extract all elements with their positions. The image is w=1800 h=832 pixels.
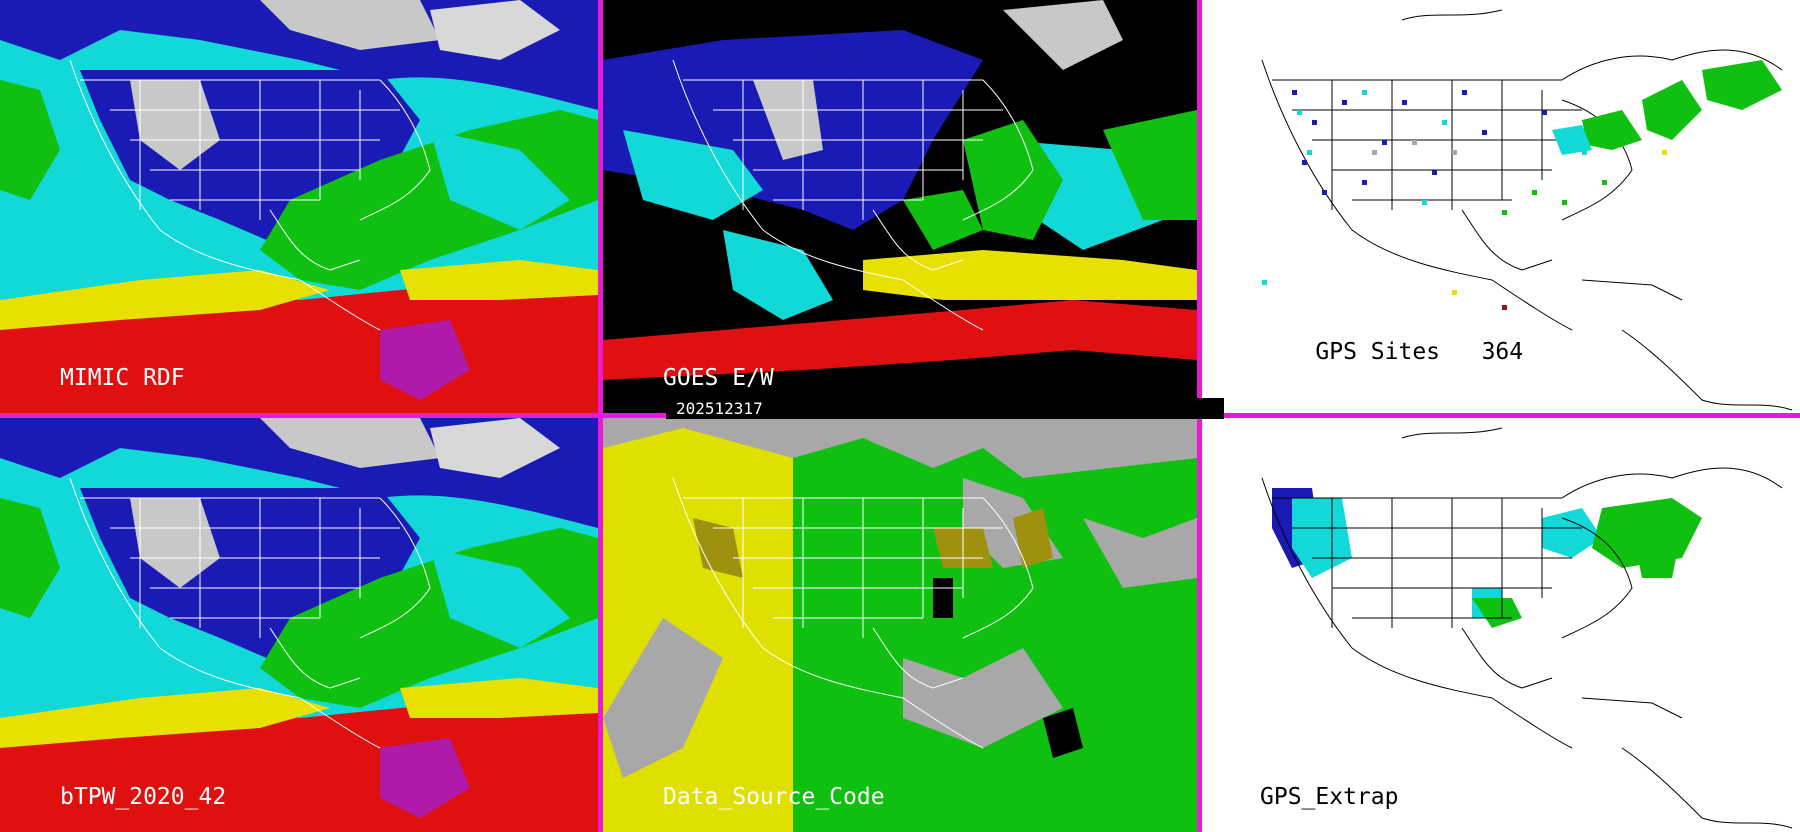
panel-label-gps-sites: GPS Sites 364 <box>1260 313 1523 391</box>
gps-extrap-map <box>1261 427 1793 829</box>
panel-mimic-rdf: MIMIC RDF <box>0 0 598 413</box>
panel-gps-sites: GPS Sites 364 <box>1202 0 1800 413</box>
panel-label-mimic-rdf: MIMIC RDF <box>60 365 185 391</box>
panel-label-btpw: bTPW_2020_42 <box>60 784 227 810</box>
panel-label-data-source-code: Data_Source_Code <box>663 784 885 810</box>
panel-label-gps-extrap: GPS_Extrap <box>1260 784 1399 810</box>
panel-data-source-code: Data_Source_Code <box>603 418 1197 832</box>
panel-gps-extrap: GPS_Extrap <box>1202 418 1800 832</box>
tpw-map-mimic <box>0 0 598 413</box>
tpw-map-btpw <box>0 418 598 832</box>
panel-goes-ew: GOES E/W <box>603 0 1197 413</box>
gps-sites-count: 364 <box>1481 339 1524 365</box>
gps-sites-map <box>1261 9 1793 411</box>
tpw-map-goes <box>603 0 1197 413</box>
gps-sites-title: GPS Sites <box>1315 339 1441 365</box>
data-source-map <box>603 418 1197 832</box>
gps-sites-gap <box>1440 339 1482 365</box>
timestamp-bar: 202512317 <box>666 398 1224 419</box>
panel-btpw: bTPW_2020_42 <box>0 418 598 832</box>
panel-label-goes-ew: GOES E/W <box>663 365 774 391</box>
